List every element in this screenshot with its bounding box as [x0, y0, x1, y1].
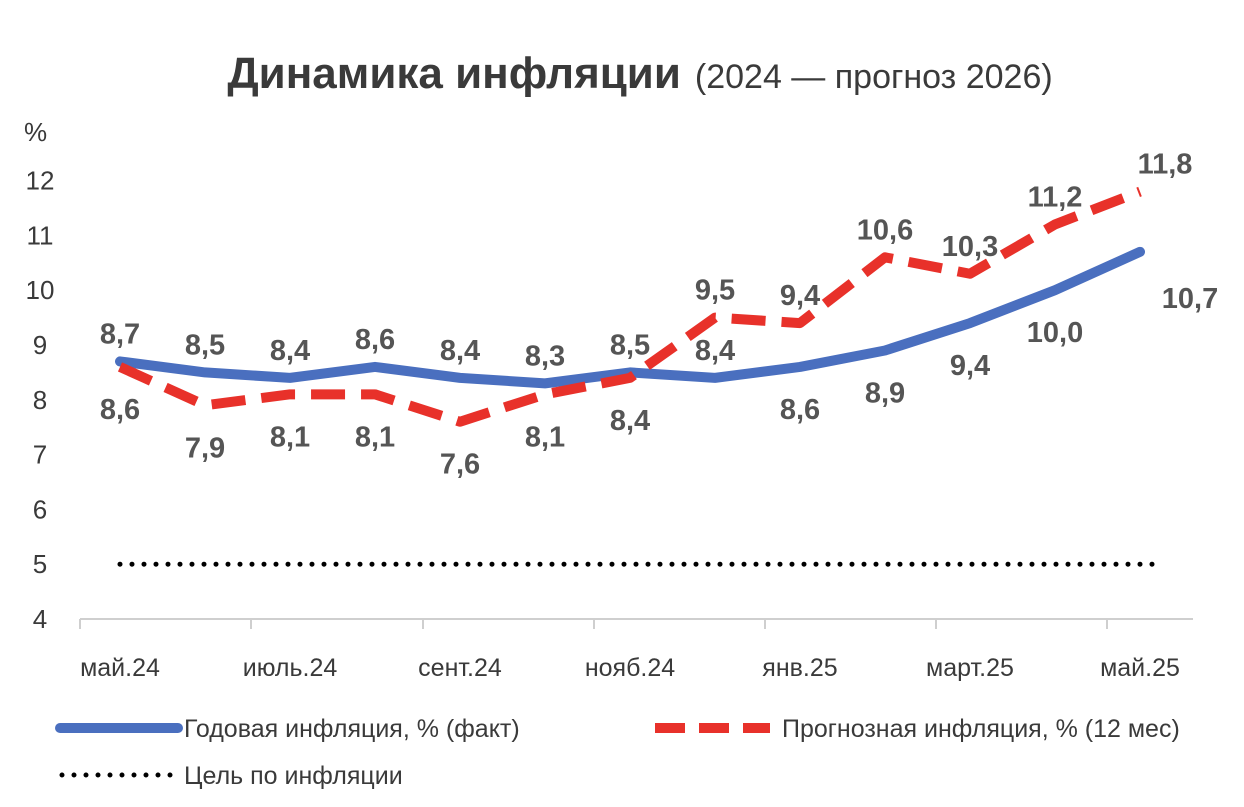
data-label-fact: 8,5 — [610, 329, 650, 361]
data-label-forecast: 7,6 — [440, 449, 480, 481]
data-label-fact: 8,4 — [440, 335, 480, 367]
data-label-forecast: 9,4 — [780, 280, 820, 312]
data-label-forecast: 10,6 — [857, 214, 913, 246]
y-tick-label: 12 — [26, 166, 55, 196]
data-label-fact: 9,4 — [950, 350, 990, 382]
data-label-forecast: 8,6 — [100, 394, 140, 426]
x-tick-label: март.25 — [926, 654, 1014, 682]
y-tick-label: 8 — [33, 385, 47, 415]
data-label-fact: 8,4 — [270, 335, 310, 367]
x-axis: май.24 июль.24 сент.24 нояб.24 янв.25 март.25… — [79, 618, 1193, 682]
y-axis-unit: % — [24, 117, 47, 147]
y-tick-label: 9 — [33, 330, 47, 360]
series-line-dashed — [117, 186, 1142, 427]
data-label-forecast: 11,2 — [1028, 181, 1083, 213]
y-tick-label: 7 — [33, 440, 47, 470]
data-label-fact: 8,3 — [525, 340, 565, 372]
data-label-forecast: 10,3 — [942, 231, 998, 263]
x-tick-label: нояб.24 — [585, 654, 675, 682]
legend-label: Прогнозная инфляция, % (12 мес) — [782, 715, 1180, 743]
series-lines — [115, 186, 1158, 567]
legend-label: Цель по инфляции — [184, 762, 403, 790]
data-label-fact: 8,5 — [185, 329, 225, 361]
x-tick-label: июль.24 — [243, 654, 338, 682]
data-label-forecast: 8,4 — [610, 405, 650, 437]
data-label-fact: 8,9 — [865, 377, 905, 409]
data-labels: 8,7 8,5 8,4 8,6 8,4 8,3 8,5 8,4 8,6 8,9 9,4 10,0 10,… — [100, 149, 1218, 481]
chart-title-main: Динамика инфляции — [227, 49, 681, 98]
data-label-fact: 8,7 — [100, 318, 140, 350]
y-tick-label: 6 — [33, 494, 47, 524]
y-axis-ticks: 4 5 6 7 8 9 10 11 12 — [26, 166, 55, 634]
y-tick-label: 5 — [33, 549, 47, 579]
data-label-fact: 8,4 — [695, 335, 735, 367]
legend: Годовая инфляция, % (факт) Прогнозная инф… — [55, 715, 1180, 790]
data-label-fact: 8,6 — [355, 324, 395, 356]
data-label-forecast: 8,1 — [270, 421, 310, 453]
chart-subtitle: (2024 — прогноз 2026) — [695, 58, 1053, 96]
data-label-fact: 10,7 — [1162, 283, 1218, 315]
data-label-fact: 8,6 — [780, 394, 820, 426]
y-tick-label: 4 — [33, 604, 47, 634]
data-label-forecast: 11,8 — [1138, 149, 1193, 181]
y-tick-label: 10 — [26, 275, 55, 305]
y-tick-label: 11 — [27, 220, 54, 250]
data-label-forecast: 8,1 — [355, 421, 395, 453]
chart-title: Динамика инфляции (2024 — прогноз 2026) — [227, 49, 1052, 98]
legend-label: Годовая инфляция, % (факт) — [184, 715, 520, 743]
data-label-forecast: 9,5 — [695, 275, 735, 307]
data-label-fact: 10,0 — [1027, 317, 1083, 349]
data-label-forecast: 8,1 — [525, 421, 565, 453]
x-tick-label: сент.24 — [418, 654, 502, 682]
data-label-forecast: 7,9 — [185, 432, 225, 464]
x-tick-label: май.25 — [1100, 654, 1180, 682]
x-tick-label: май.24 — [80, 654, 160, 682]
x-tick-label: янв.25 — [762, 654, 837, 682]
